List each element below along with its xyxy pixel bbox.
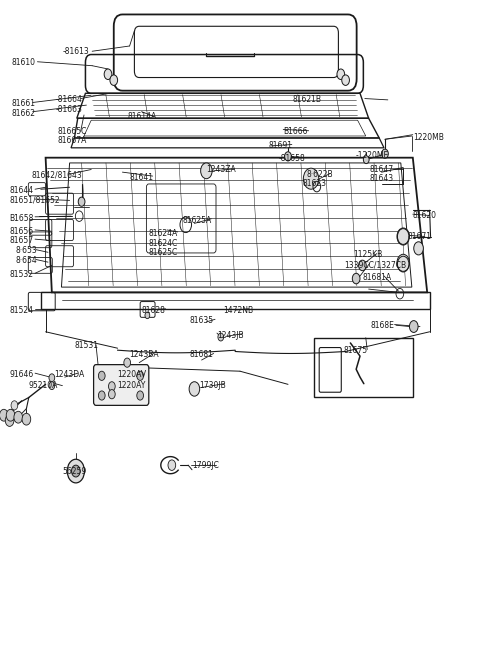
- Circle shape: [14, 411, 23, 423]
- Text: 8·654: 8·654: [16, 256, 37, 265]
- Text: -81664: -81664: [55, 95, 82, 104]
- Circle shape: [104, 69, 112, 79]
- Text: 81657: 81657: [10, 236, 34, 245]
- Text: 1799JC: 1799JC: [192, 461, 219, 470]
- Circle shape: [11, 401, 18, 410]
- Text: 81624C: 81624C: [149, 238, 178, 248]
- Text: -81663: -81663: [55, 105, 82, 114]
- Text: 81642/81643: 81642/81643: [31, 171, 82, 180]
- Circle shape: [110, 75, 118, 85]
- Circle shape: [0, 409, 8, 421]
- Text: 81661: 81661: [12, 99, 36, 108]
- Text: -1220ME: -1220ME: [355, 151, 388, 160]
- Text: B1666: B1666: [283, 127, 308, 136]
- Circle shape: [189, 382, 200, 396]
- Circle shape: [108, 382, 115, 391]
- FancyBboxPatch shape: [94, 365, 149, 405]
- Circle shape: [72, 465, 80, 477]
- Text: 81620: 81620: [413, 211, 437, 220]
- Circle shape: [137, 371, 144, 380]
- Circle shape: [352, 273, 360, 284]
- Text: 56259: 56259: [62, 467, 87, 476]
- Text: 1472NB: 1472NB: [223, 306, 253, 315]
- Circle shape: [414, 242, 423, 255]
- Circle shape: [49, 382, 55, 390]
- Text: 81647: 81647: [370, 165, 394, 174]
- Text: 81635: 81635: [190, 316, 214, 325]
- Circle shape: [201, 163, 212, 179]
- Text: 81671: 81671: [407, 232, 431, 241]
- Circle shape: [409, 321, 418, 332]
- Text: 91646: 91646: [10, 370, 34, 379]
- Circle shape: [363, 156, 369, 164]
- Text: 81667A: 81667A: [58, 136, 87, 145]
- Text: 81625A: 81625A: [182, 215, 212, 225]
- Text: 81675: 81675: [343, 346, 367, 355]
- Text: 81681A: 81681A: [362, 273, 392, 282]
- Text: 81624A: 81624A: [149, 229, 178, 238]
- Circle shape: [168, 460, 176, 470]
- Text: 1243JB: 1243JB: [217, 330, 243, 340]
- Text: 81656: 81656: [10, 227, 34, 236]
- Circle shape: [342, 75, 349, 85]
- Text: 81623: 81623: [302, 179, 326, 189]
- Text: 95210A: 95210A: [29, 380, 58, 390]
- Text: 81524: 81524: [10, 306, 34, 315]
- Text: 1243DA: 1243DA: [54, 370, 84, 379]
- Circle shape: [285, 152, 291, 161]
- Text: B1658: B1658: [10, 214, 34, 223]
- Text: 81628: 81628: [142, 306, 166, 315]
- Text: 81662: 81662: [12, 108, 36, 118]
- Text: 1220AV: 1220AV: [118, 370, 147, 379]
- Text: 81531: 81531: [74, 341, 98, 350]
- Circle shape: [303, 168, 319, 189]
- Circle shape: [359, 260, 366, 271]
- Text: 81532: 81532: [10, 270, 34, 279]
- Circle shape: [67, 459, 84, 483]
- Circle shape: [382, 149, 388, 158]
- Circle shape: [397, 254, 409, 271]
- Text: 1220AY: 1220AY: [118, 380, 146, 390]
- Text: 81641: 81641: [130, 173, 154, 182]
- Circle shape: [145, 312, 150, 319]
- Text: 81610: 81610: [12, 58, 36, 67]
- Text: 81681: 81681: [190, 350, 214, 359]
- Circle shape: [98, 391, 105, 400]
- Circle shape: [218, 333, 224, 341]
- Circle shape: [22, 413, 31, 425]
- Text: 1220MB: 1220MB: [413, 133, 444, 143]
- Circle shape: [98, 371, 105, 380]
- Text: 8168E: 8168E: [371, 321, 395, 330]
- Text: 1730JB: 1730JB: [199, 380, 226, 390]
- Circle shape: [6, 409, 15, 421]
- Text: 81651/81652: 81651/81652: [10, 196, 60, 205]
- Circle shape: [108, 390, 115, 399]
- Text: 81614A: 81614A: [127, 112, 156, 122]
- Text: 8·622B: 8·622B: [306, 170, 333, 179]
- Text: 8·653: 8·653: [16, 246, 37, 256]
- Text: 1339CC/1327CB: 1339CC/1327CB: [345, 260, 407, 269]
- Circle shape: [137, 391, 144, 400]
- Circle shape: [5, 415, 14, 426]
- Circle shape: [49, 374, 55, 382]
- Text: 81644: 81644: [10, 186, 34, 195]
- Text: 81665C: 81665C: [58, 127, 87, 136]
- Text: 81643: 81643: [370, 174, 394, 183]
- Text: -81613: -81613: [62, 47, 89, 56]
- Text: 1243BA: 1243BA: [130, 350, 159, 359]
- Text: 1243ZA: 1243ZA: [206, 165, 236, 174]
- Circle shape: [397, 228, 409, 245]
- Text: 81691: 81691: [269, 141, 293, 150]
- Circle shape: [337, 69, 345, 79]
- Text: -81658: -81658: [278, 154, 305, 164]
- Circle shape: [124, 358, 131, 367]
- Circle shape: [78, 197, 85, 206]
- Text: 81621B: 81621B: [293, 95, 322, 104]
- Text: 1125KB: 1125KB: [353, 250, 382, 260]
- Text: 81625C: 81625C: [149, 248, 178, 258]
